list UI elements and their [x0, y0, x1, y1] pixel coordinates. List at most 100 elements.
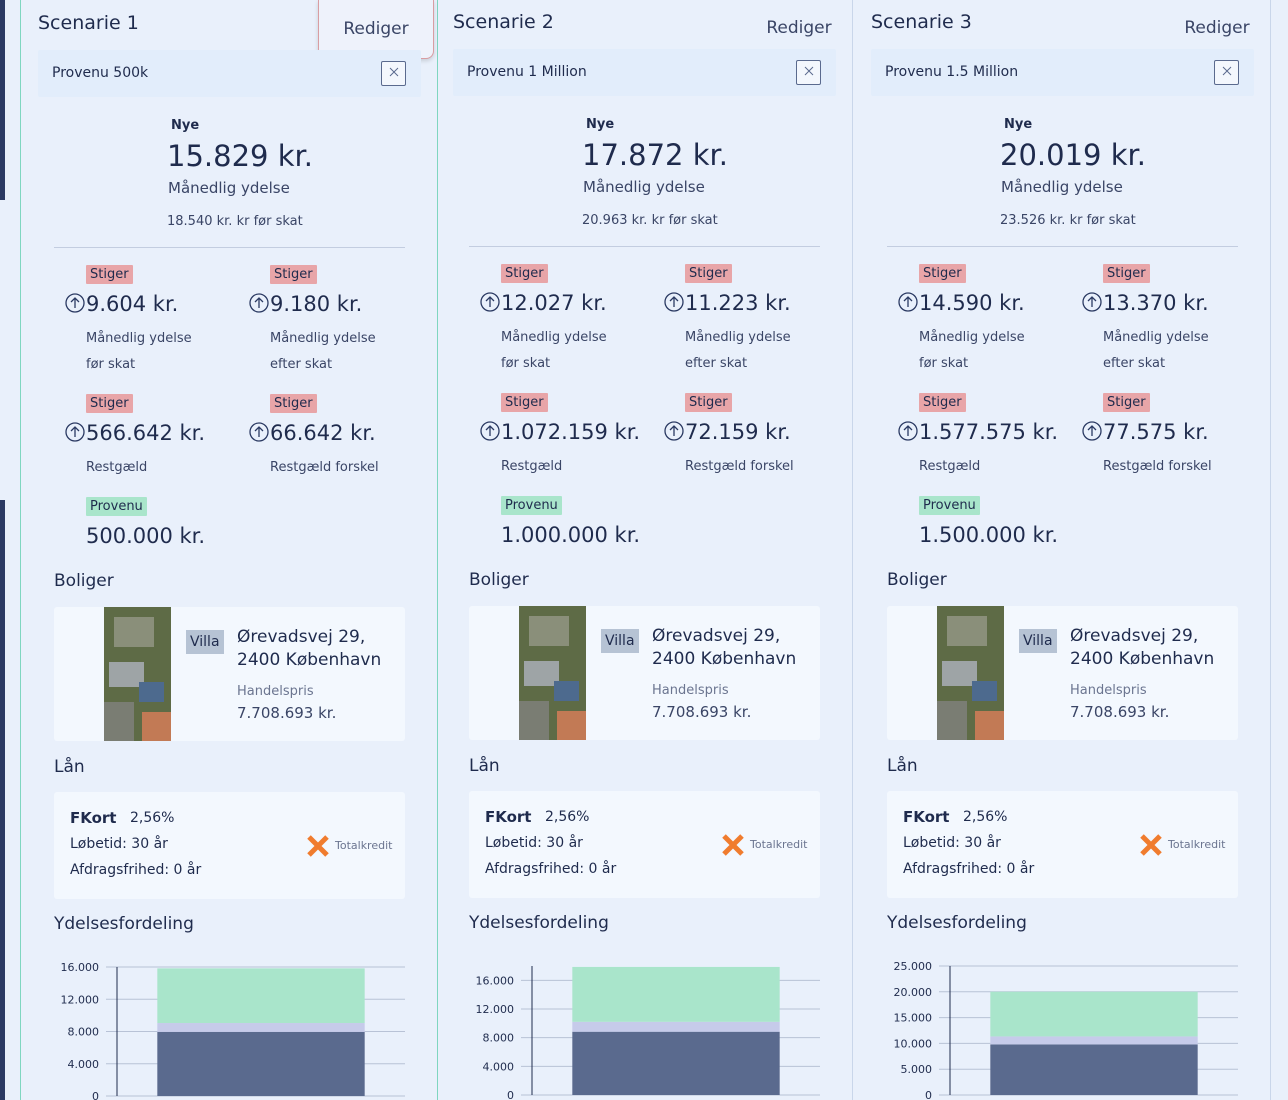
aerial-photo — [937, 606, 1004, 740]
photo-roof — [942, 661, 977, 686]
edit-button[interactable]: Rediger — [1184, 18, 1250, 38]
price-label: Handelspris — [237, 684, 314, 699]
monthly-payment-label: Månedlig ydelse — [1001, 178, 1123, 196]
loan-interest-only: Afdragsfrihed: 0 år — [903, 861, 1035, 877]
photo-roof — [109, 662, 144, 687]
loan-term: Løbetid: 30 år — [903, 835, 1001, 851]
icon-circle — [898, 421, 918, 441]
homes-title: Boliger — [887, 570, 947, 590]
bar-segment — [990, 1044, 1198, 1095]
stat-value: 9.180 kr. — [270, 292, 363, 316]
stat-value: 566.642 kr. — [86, 421, 206, 445]
loan-rate: 2,56% — [963, 809, 1008, 825]
home-address: Ørevadsvej 29, — [237, 627, 366, 647]
stat-value: 14.590 kr. — [919, 291, 1025, 315]
home-address: Ørevadsvej 29, — [1070, 626, 1199, 646]
bar-segment — [157, 1031, 365, 1096]
badge-provenu: Provenu — [501, 496, 562, 515]
scenario-name: Provenu 1 Million — [467, 64, 587, 80]
logo-x — [722, 834, 744, 856]
home-type-badge: Villa — [1019, 629, 1057, 653]
y-tick-label: 12.000 — [476, 1003, 515, 1016]
scenario-name: Provenu 1.5 Million — [885, 64, 1019, 80]
icon-arrow — [669, 296, 679, 307]
aerial-photo — [104, 607, 171, 741]
sidebar-edge — [0, 500, 5, 1100]
loan-card[interactable]: FKort 2,56% Løbetid: 30 år Afdragsfrihed: 0… — [54, 792, 405, 899]
close-icon-path — [804, 66, 813, 76]
icon-arrow — [669, 425, 679, 436]
loan-title: Lån — [887, 756, 918, 776]
badge-up: Stiger — [501, 393, 548, 412]
y-tick-label: 15.000 — [894, 1012, 933, 1025]
icon-arrow — [485, 425, 495, 436]
scenario-title: Scenarie 2 — [453, 11, 554, 33]
before-tax: 23.526 kr. kr før skat — [1000, 213, 1136, 228]
loan-name: FKort — [903, 808, 950, 826]
badge-up: Stiger — [501, 264, 548, 283]
logo-x — [1140, 834, 1162, 856]
icon-circle — [65, 422, 85, 442]
stat-value: 1.577.575 kr. — [919, 420, 1059, 444]
icon-circle — [898, 292, 918, 312]
clear-button[interactable] — [381, 61, 406, 86]
loan-card[interactable]: FKort 2,56% Løbetid: 30 år Afdragsfrihed: 0… — [469, 791, 820, 898]
icon-arrow — [1087, 296, 1097, 307]
lender-logo-icon — [1139, 833, 1163, 861]
lender-name: Totalkredit — [1168, 838, 1226, 851]
clear-button[interactable] — [796, 60, 821, 85]
loan-card[interactable]: FKort 2,56% Løbetid: 30 år Afdragsfrihed: 0… — [887, 791, 1238, 898]
stat-label: Månedlig ydelse før skat — [501, 330, 607, 371]
scenario-column: Scenarie 2 Rediger Provenu 1 Million Nye 17.… — [436, 0, 853, 1100]
clear-button[interactable] — [1214, 60, 1239, 85]
arrow-up-icon — [249, 293, 269, 313]
loan-title: Lån — [469, 756, 500, 776]
monthly-payment-label: Månedlig ydelse — [583, 178, 705, 196]
stat-label: Månedlig ydelse før skat — [86, 331, 192, 372]
aerial-photo — [519, 606, 586, 740]
arrow-up-icon — [664, 292, 684, 312]
icon-circle — [1082, 292, 1102, 312]
icon-circle — [480, 292, 500, 312]
badge-up: Stiger — [86, 394, 133, 413]
icon-circle — [249, 422, 269, 442]
arrow-up-icon — [65, 422, 85, 442]
arrow-up-icon — [480, 292, 500, 312]
scenario-name: Provenu 500k — [52, 65, 149, 81]
home-image — [937, 606, 1004, 740]
payment-chart: 0 4.000 8.000 12.000 16.000 — [476, 966, 820, 1099]
icon-arrow — [254, 297, 264, 308]
stat-label: Restgæld forskel — [1103, 459, 1212, 474]
provenu-value: 1.000.000 kr. — [501, 523, 641, 547]
y-tick-label: 12.000 — [61, 993, 100, 1006]
arrow-up-icon — [249, 422, 269, 442]
scenario-name-field[interactable]: Provenu 1.5 Million — [871, 49, 1254, 96]
arrow-up-icon — [1082, 292, 1102, 312]
home-card[interactable]: Villa Ørevadsvej 29, 2400 København Handels… — [469, 606, 820, 740]
scenario-name-field[interactable]: Provenu 1 Million — [453, 49, 836, 96]
monthly-payment: 15.829 kr. — [167, 139, 313, 173]
edit-button[interactable]: Rediger — [766, 18, 832, 38]
y-tick-label: 16.000 — [61, 961, 100, 974]
stat-value: 12.027 kr. — [501, 291, 607, 315]
close-icon — [804, 66, 813, 76]
loan-rate: 2,56% — [545, 809, 590, 825]
close-icon — [1222, 66, 1231, 76]
loan-rate: 2,56% — [130, 810, 175, 826]
payment-chart: 0 4.000 8.000 12.000 16.000 — [61, 961, 405, 1100]
bar-segment — [572, 966, 780, 1022]
stat-label: Månedlig ydelse efter skat — [1103, 330, 1209, 371]
icon-arrow — [70, 297, 80, 308]
lender-logo-mark — [722, 834, 744, 856]
y-tick-label: 20.000 — [894, 986, 933, 999]
arrow-up-icon — [1082, 421, 1102, 441]
home-type-badge: Villa — [186, 630, 224, 654]
edit-button[interactable]: Rediger — [318, 0, 434, 59]
badge-up: Stiger — [86, 265, 133, 284]
scenario-name-field[interactable]: Provenu 500k — [38, 50, 421, 97]
home-card[interactable]: Villa Ørevadsvej 29, 2400 København Handels… — [887, 606, 1238, 740]
loan-term: Løbetid: 30 år — [70, 836, 168, 852]
home-card[interactable]: Villa Ørevadsvej 29, 2400 København Handels… — [54, 607, 405, 741]
payment-chart: 0 5.000 10.000 15.000 20.000 25.000 — [894, 960, 1238, 1099]
